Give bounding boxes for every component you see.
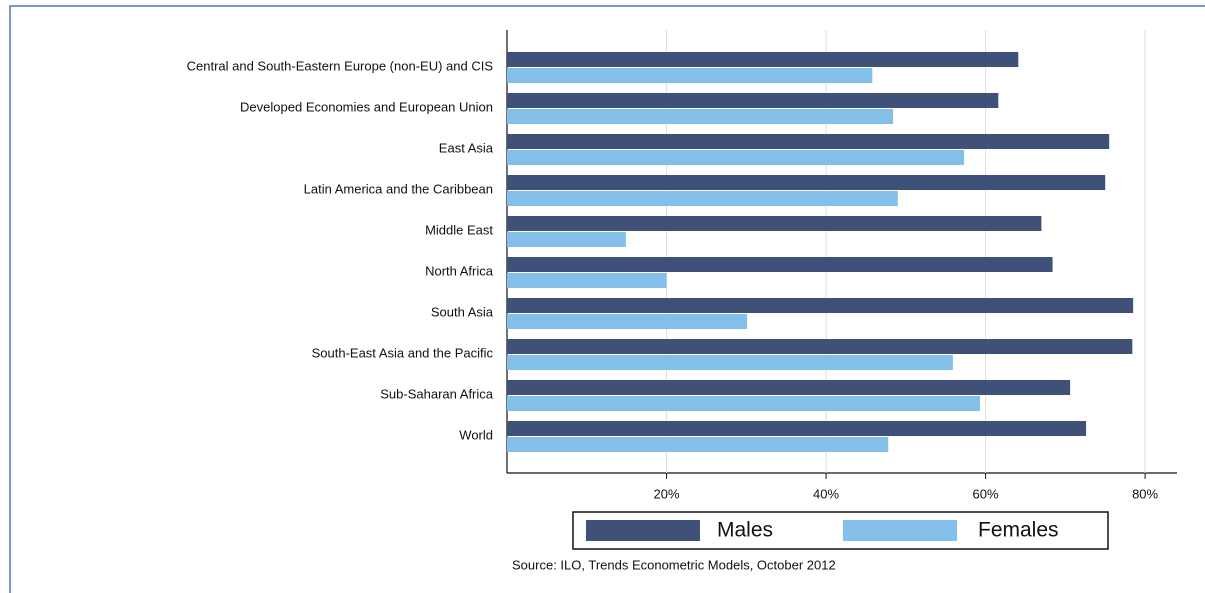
legend-swatch [843, 520, 957, 541]
y-tick-label: World [459, 427, 493, 442]
y-tick-label: South Asia [431, 304, 494, 319]
y-tick-label: Developed Economies and European Union [240, 99, 493, 114]
bar [507, 93, 999, 108]
y-tick-label: North Africa [425, 263, 494, 278]
bar [507, 134, 1110, 149]
bar [507, 314, 748, 329]
legend-box [572, 511, 1109, 550]
bar [507, 109, 894, 124]
bar [507, 273, 667, 288]
x-tick-label: 20% [654, 486, 680, 501]
y-tick-label: Central and South-Eastern Europe (non-EU… [187, 58, 494, 73]
y-tick-label: Latin America and the Caribbean [304, 181, 493, 196]
y-tick-label: Middle East [425, 222, 493, 237]
legend-label: Females [978, 519, 1059, 542]
bar [507, 175, 1106, 190]
bar [507, 339, 1133, 354]
y-tick-label: East Asia [439, 140, 494, 155]
bar [507, 437, 889, 452]
bar [507, 298, 1134, 313]
bar [507, 396, 980, 411]
bar [507, 257, 1053, 272]
bar [507, 52, 1019, 67]
legend-label: Males [717, 519, 773, 542]
x-tick-label: 80% [1132, 486, 1158, 501]
source-note: Source: ILO, Trends Econometric Models, … [512, 557, 836, 572]
bar [507, 380, 1071, 395]
bar [507, 232, 626, 247]
frame [9, 5, 1205, 593]
bar [507, 68, 873, 83]
x-tick-label: 40% [813, 486, 839, 501]
y-tick-label: South-East Asia and the Pacific [312, 345, 494, 360]
bar [507, 216, 1042, 231]
x-tick-label: 60% [973, 486, 999, 501]
bar [507, 191, 898, 206]
bar [507, 150, 965, 165]
y-tick-label: Sub-Saharan Africa [380, 386, 494, 401]
bar [507, 355, 953, 370]
legend-swatch [586, 520, 700, 541]
bar [507, 421, 1087, 436]
